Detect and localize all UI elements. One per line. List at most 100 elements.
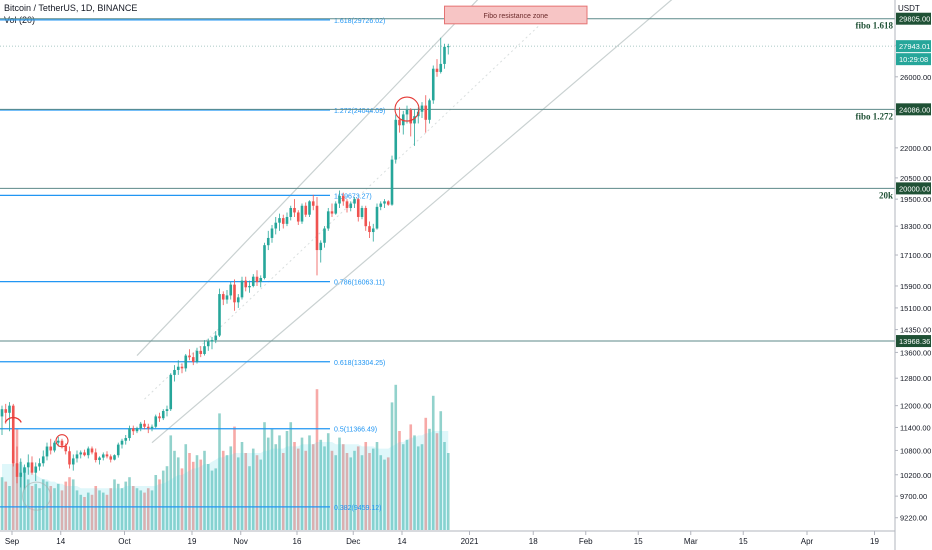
x-tick-label: 2021 — [461, 537, 479, 546]
fib-label-0.5: 0.5(11366.49) — [334, 427, 377, 434]
candle-body — [263, 245, 266, 279]
volume-bar — [323, 446, 326, 530]
candle-body — [386, 201, 390, 205]
volume-bar — [180, 468, 184, 530]
y-tick-label: 10800.00 — [900, 446, 931, 455]
volume-bar — [113, 479, 116, 530]
candle-body — [375, 206, 379, 229]
y-tick-label: 12800.00 — [900, 374, 931, 383]
candle-body — [191, 357, 195, 362]
candle-body — [371, 228, 375, 233]
volume-bar — [371, 448, 375, 530]
horizontal-levels[interactable]: fibo 1.618 fibo 1.272 20k — [0, 18, 895, 342]
candle-body — [255, 276, 259, 282]
volume-bar — [176, 457, 180, 530]
volume-bar — [345, 453, 349, 530]
candle-body — [26, 462, 30, 468]
fib-label-0.618: 0.618(13304.25) — [334, 360, 385, 367]
candle-body — [98, 457, 101, 461]
circle-annotation-3 — [22, 481, 51, 511]
volume-bar — [428, 428, 431, 530]
volume-bar — [203, 450, 206, 530]
current-price-tag-bg — [896, 40, 931, 53]
volume-bar — [293, 442, 296, 530]
volume-bar — [90, 494, 94, 530]
fibonacci-extension[interactable]: 0.382(9459.12) 0.5(11366.49) 0.618(13304.2… — [0, 18, 385, 512]
candle-body — [49, 446, 53, 451]
volume-bar — [281, 453, 285, 530]
candle-body — [368, 226, 371, 233]
level-note-1: fibo 1.618 — [855, 21, 893, 31]
y-tick-label: 9220.00 — [900, 514, 927, 523]
candle-body — [233, 284, 236, 303]
x-tick-label: Oct — [118, 537, 131, 546]
candle-body — [326, 211, 330, 229]
volume-bar — [251, 448, 255, 530]
x-tick-label: Apr — [801, 537, 814, 546]
volume-bar — [184, 444, 188, 530]
volume-bar — [360, 455, 364, 530]
y-tick-label: 9700.00 — [900, 492, 927, 501]
candle-body — [413, 116, 416, 124]
candle-body — [86, 448, 90, 456]
y-tick-label: 20500.00 — [900, 174, 931, 183]
y-tick-label: 12000.00 — [900, 402, 931, 411]
volume-bar — [311, 444, 315, 530]
candle-body — [214, 335, 218, 341]
candle-body — [188, 355, 191, 358]
volume-bar — [266, 437, 270, 530]
candle-body — [405, 109, 409, 115]
candle-body — [218, 294, 221, 336]
candle-body — [349, 203, 353, 208]
level-tag-1-bg — [896, 12, 931, 25]
candle-body — [38, 463, 41, 467]
candle-body — [341, 195, 345, 202]
volume-bar — [98, 490, 101, 530]
candle-body — [360, 207, 364, 217]
candle-body — [285, 216, 289, 224]
candle-body — [116, 444, 120, 456]
volume-bar — [120, 488, 124, 530]
volume-bar — [255, 455, 259, 530]
candle-body — [53, 442, 56, 451]
candle-body — [45, 446, 49, 457]
candle-body — [15, 463, 19, 477]
volume-bar — [109, 488, 113, 530]
level-tag-1-text: 29805.00 — [899, 15, 930, 24]
candle-body — [83, 452, 86, 456]
candle-body — [0, 409, 4, 417]
volume-bar — [278, 435, 281, 530]
volume-bar — [30, 486, 34, 530]
fib-label-1: 1(19673.27) — [334, 193, 372, 200]
candle-body — [251, 276, 255, 286]
volume-bar — [49, 486, 53, 530]
candles — [0, 37, 450, 490]
candle-body — [266, 237, 270, 246]
volume-bar — [439, 411, 443, 530]
volume-bar — [233, 426, 236, 530]
volume-bar — [165, 466, 169, 530]
volume-bar — [218, 413, 221, 530]
candle-body — [75, 454, 79, 459]
level-note-3: 20k — [879, 190, 893, 200]
volume-bar — [338, 437, 341, 530]
x-tick-label: 18 — [529, 537, 538, 546]
volume-bar — [150, 490, 154, 530]
y-tick-label: 18300.00 — [900, 222, 931, 231]
volume-bar — [154, 475, 158, 530]
volume-bar — [4, 481, 8, 530]
level-tag-3-text: 20000.00 — [899, 184, 930, 193]
candle-body — [199, 350, 203, 354]
resistance-zone[interactable]: Fibo resistance zone — [444, 5, 588, 25]
volume-bar — [214, 468, 218, 530]
volume-bar — [300, 437, 304, 530]
x-tick-label: 16 — [293, 537, 302, 546]
candle-body — [270, 228, 274, 238]
volume-bar — [409, 424, 413, 530]
volume-bar — [11, 450, 15, 530]
candle-body — [135, 428, 139, 432]
candle-body — [30, 462, 34, 473]
y-tick-label: 22000.00 — [900, 144, 931, 153]
candle-body — [345, 201, 349, 208]
